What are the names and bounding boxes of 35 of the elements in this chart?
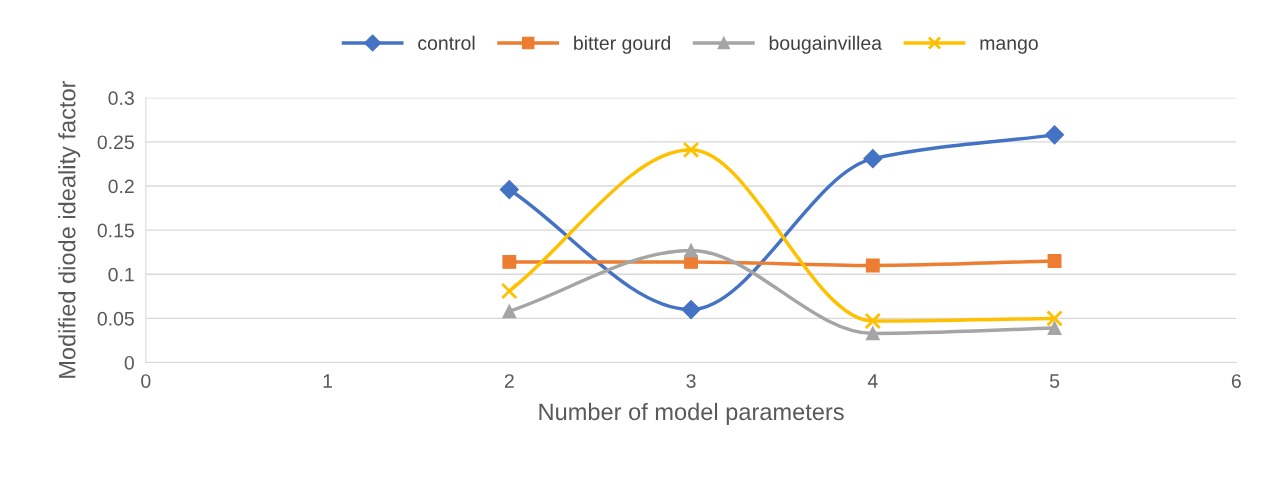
x-tick-label: 5 — [1049, 374, 1060, 388]
y-tick-label: 0.15 — [97, 223, 134, 238]
x-tick-label: 0 — [141, 374, 151, 388]
point — [502, 254, 517, 269]
point — [1047, 321, 1062, 336]
y-tick-label: 0.3 — [108, 91, 134, 106]
y-tick-label: 0.1 — [108, 267, 134, 282]
point — [500, 282, 518, 300]
point — [1045, 125, 1065, 145]
x-tick-label: 4 — [867, 374, 878, 388]
y-tick-label: 0.2 — [108, 179, 134, 194]
legend-label: mango — [980, 39, 1038, 54]
point — [1046, 310, 1063, 327]
y-tick-label: 0 — [124, 355, 134, 370]
y-axis-title: Modified diode ideality factor — [58, 80, 81, 378]
point — [502, 304, 517, 319]
point — [863, 149, 883, 169]
point — [865, 258, 880, 273]
legend-label: bougainvillea — [769, 35, 883, 54]
point — [681, 300, 701, 320]
point — [684, 243, 699, 258]
point — [1047, 254, 1062, 268]
point — [864, 312, 882, 330]
point — [682, 141, 700, 159]
y-tick-label: 0.05 — [97, 311, 134, 326]
legend-label: bitter gourd — [574, 35, 671, 54]
y-tick-label: 0.25 — [97, 135, 134, 150]
point — [865, 326, 880, 341]
x-tick-label: 2 — [504, 374, 514, 388]
x-axis-title: Number of model parameters — [539, 402, 844, 425]
legend-label: control — [418, 35, 475, 50]
x-tick-label: 6 — [1231, 374, 1241, 388]
x-tick-label: 1 — [323, 374, 333, 388]
x-tick-label: 3 — [686, 374, 696, 388]
point — [499, 180, 519, 200]
